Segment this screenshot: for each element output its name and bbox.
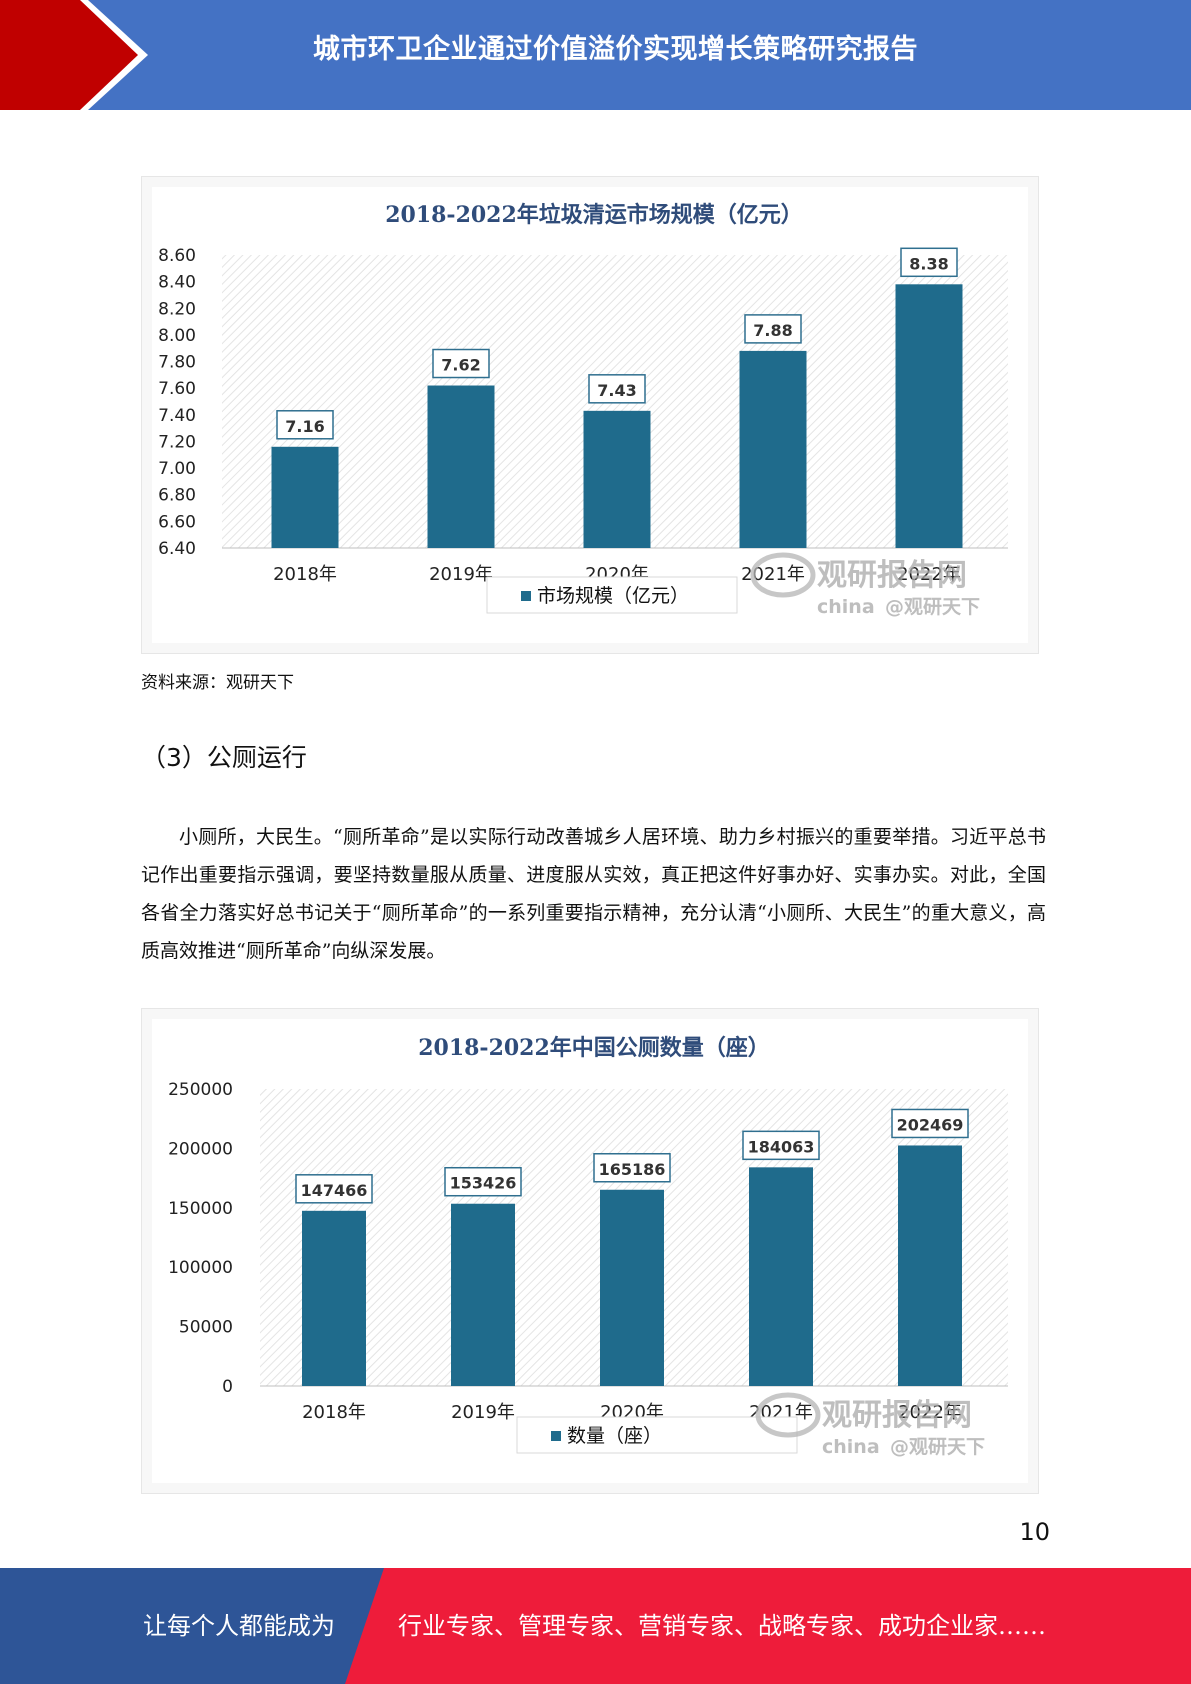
watermark-brand: 观研报告网: [817, 558, 967, 593]
chart-title: 2018-2022年垃圾清运市场规模（亿元）: [385, 202, 803, 228]
bar: [749, 1167, 813, 1386]
y-tick-label: 8.60: [158, 246, 196, 266]
bar: [600, 1189, 664, 1386]
x-tick-label: 2022年: [897, 564, 961, 585]
data-label: 165186: [599, 1160, 666, 1179]
data-label: 8.38: [909, 254, 948, 273]
bar: [427, 385, 495, 548]
page-number: 10: [1019, 1518, 1050, 1546]
legend-label: 数量（座）: [567, 1425, 662, 1447]
footer-background: [0, 1568, 1191, 1684]
data-label: 7.16: [285, 417, 324, 436]
data-label: 184063: [748, 1137, 815, 1156]
footer-slogan-right: 行业专家、管理专家、营销专家、战略专家、成功企业家……: [398, 1612, 1046, 1640]
data-label-box: [276, 410, 334, 440]
watermark-brand: 观研报告网: [822, 1398, 972, 1433]
header-arrow-decoration: [0, 0, 148, 110]
data-label-box: [744, 314, 802, 344]
bar: [898, 1145, 962, 1386]
section-title: （3）公厕运行: [141, 743, 307, 772]
bar: [739, 350, 807, 548]
watermark-logo-icon: [755, 1392, 821, 1438]
y-tick-label: 6.60: [158, 512, 196, 532]
page-footer: 让每个人都能成为 行业专家、管理专家、营销专家、战略专家、成功企业家……: [0, 1568, 1191, 1684]
x-tick-label: 2018年: [302, 1402, 366, 1423]
data-label-box: [742, 1130, 820, 1161]
watermark-sub: china: [817, 596, 875, 618]
bar: [895, 284, 963, 548]
y-tick-label: 50000: [179, 1318, 233, 1338]
watermark: 观研报告网 china @观研天下: [750, 552, 980, 618]
y-tick-label: 0: [222, 1377, 233, 1397]
data-label-box: [295, 1174, 373, 1204]
data-label-box: [900, 247, 958, 278]
legend-swatch: [521, 591, 531, 601]
y-tick-label: 150000: [168, 1199, 233, 1219]
data-label-box: [593, 1153, 671, 1183]
data-label-box: [588, 374, 646, 404]
data-label-box: [444, 1166, 522, 1197]
data-label: 202469: [897, 1115, 964, 1134]
source-note: 资料来源：观研天下: [141, 673, 294, 693]
bar: [271, 446, 339, 548]
data-label: 7.62: [441, 356, 480, 375]
y-tick-label: 7.60: [158, 379, 196, 399]
data-label: 7.88: [753, 321, 792, 340]
y-tick-label: 7.40: [158, 406, 196, 426]
y-tick-label: 7.20: [158, 432, 196, 452]
y-tick-label: 6.80: [158, 486, 196, 506]
x-tick-label: 2021年: [741, 564, 805, 585]
public-toilet-chart-svg: 2018-2022年中国公厕数量（座） 0 50000 100000 150000 200…: [168, 1035, 1008, 1458]
x-tick-label: 2022年: [898, 1402, 962, 1423]
x-tick-label: 2019年: [451, 1402, 515, 1423]
body-paragraph: 小厕所，大民生。“厕所革命”是以实际行动改善城乡人居环境、助力乡村振兴的重要举措…: [141, 826, 1046, 962]
y-tick-label: 8.40: [158, 273, 196, 293]
watermark-handle: @观研天下: [890, 1436, 985, 1458]
y-tick-label: 7.80: [158, 353, 196, 373]
watermark: 观研报告网 china @观研天下: [755, 1392, 985, 1458]
data-label-box: [891, 1108, 969, 1139]
x-tick-label: 2018年: [273, 564, 337, 585]
legend-box: [516, 1416, 798, 1454]
y-tick-label: 7.00: [158, 459, 196, 479]
y-tick-label: 6.40: [158, 539, 196, 559]
watermark-sub: china: [822, 1436, 880, 1458]
data-label: 7.43: [597, 381, 636, 400]
chart-title: 2018-2022年中国公厕数量（座）: [418, 1035, 770, 1061]
y-tick-label: 100000: [168, 1258, 233, 1278]
watermark-logo-icon: [750, 552, 816, 598]
watermark-handle: @观研天下: [885, 596, 980, 618]
y-tick-label: 8.00: [158, 326, 196, 346]
report-title: 城市环卫企业通过价值溢价实现增长策略研究报告: [313, 34, 918, 65]
market-size-chart-svg: 2018-2022年垃圾清运市场规模（亿元） 6.40 6.60 6.80 7.00 7.…: [158, 202, 1008, 618]
bar: [583, 410, 651, 548]
x-tick-label: 2019年: [429, 564, 493, 585]
market-size-chart: 2018-2022年垃圾清运市场规模（亿元） 6.40 6.60 6.80 7.00 7.…: [141, 176, 1039, 654]
legend-label: 市场规模（亿元）: [537, 585, 689, 607]
page-header: 城市环卫企业通过价值溢价实现增长策略研究报告: [0, 0, 1191, 110]
y-tick-label: 250000: [168, 1080, 233, 1100]
y-tick-label: 8.20: [158, 299, 196, 319]
data-label-box: [432, 348, 490, 379]
data-label: 153426: [450, 1174, 517, 1193]
data-label: 147466: [301, 1181, 368, 1200]
public-toilet-chart: 2018-2022年中国公厕数量（座） 0 50000 100000 150000 200…: [141, 1008, 1039, 1494]
legend-swatch: [551, 1431, 561, 1441]
bar: [302, 1210, 366, 1386]
bar: [451, 1203, 515, 1386]
y-tick-label: 200000: [168, 1139, 233, 1159]
footer-slogan-left: 让每个人都能成为: [143, 1612, 335, 1640]
